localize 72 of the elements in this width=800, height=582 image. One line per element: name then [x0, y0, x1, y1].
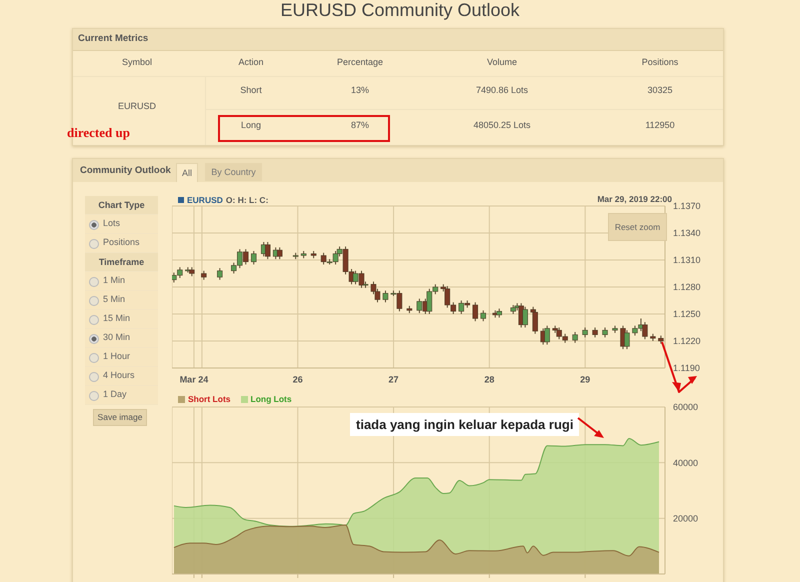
legend-label: Long Lots	[250, 394, 292, 404]
annotation: Reset zoom	[608, 213, 667, 241]
x-tick-label: 26	[292, 374, 303, 384]
text: By Country	[205, 163, 262, 181]
y-tick-label: 20000	[673, 514, 698, 524]
candlestick	[624, 330, 630, 350]
text: Symbol	[120, 57, 153, 67]
text: 13%	[350, 85, 370, 95]
text: Action	[237, 57, 264, 67]
candlestick	[480, 310, 486, 322]
candlestick	[544, 325, 550, 346]
x-tick-label: 28	[484, 374, 494, 384]
text: Community Outlook	[80, 165, 171, 176]
y-tick-label: 1.1220	[673, 336, 701, 346]
text: 30 Min	[103, 332, 130, 342]
text: EURUSD Community Outlook	[279, 0, 521, 21]
candlestick	[642, 322, 648, 340]
x-tick-label: 29	[580, 374, 590, 384]
text: 1 Day	[103, 389, 127, 399]
text: Chart Type	[85, 196, 158, 214]
candlestick	[264, 242, 270, 260]
text: EURUSD	[116, 101, 157, 111]
text: 15 Min	[103, 313, 130, 323]
candlestick	[582, 327, 588, 338]
x-tick-label: Mar 24	[180, 374, 208, 384]
text: 1 Hour	[103, 351, 130, 361]
text: Current Metrics	[78, 33, 148, 44]
text: O: H: L: C:	[226, 195, 268, 205]
y-tick-label: 60000	[673, 402, 698, 412]
text: Mar 29, 2019 22:00	[596, 194, 672, 204]
y-tick-label: 40000	[673, 458, 698, 468]
y-tick-label: 1.1370	[673, 201, 701, 212]
y-tick-label: 1.1190	[673, 363, 700, 374]
candlestick	[632, 325, 638, 336]
text: Volume	[486, 57, 518, 67]
candlestick	[522, 306, 528, 328]
text: 5 Min	[103, 294, 126, 304]
text: 30325	[646, 85, 674, 95]
text: directed up	[67, 125, 130, 141]
text: Timeframe	[85, 253, 158, 271]
legend-label: Short Lots	[188, 394, 230, 404]
candlestick	[532, 309, 538, 334]
text: Lots	[103, 218, 120, 228]
text: All	[176, 163, 198, 182]
candlestick	[217, 268, 223, 280]
text: Positions	[103, 237, 140, 247]
candlestick	[382, 290, 388, 303]
text: Short	[239, 85, 263, 95]
y-tick-label: 1.1250	[673, 309, 701, 320]
text: 1 Min	[103, 275, 126, 285]
chart-title: EURUSD	[187, 195, 223, 205]
y-tick-label: 1.1340	[673, 228, 701, 238]
text: 112950	[644, 120, 676, 130]
text: Positions	[640, 57, 680, 67]
candlestick	[416, 298, 422, 314]
candlestick	[276, 246, 282, 260]
y-tick-label: 1.1310	[673, 255, 701, 266]
text: 48050.25 Lots	[472, 120, 532, 130]
text: 7490.86 Lots	[474, 85, 530, 95]
candlestick	[572, 332, 578, 344]
candlestick	[472, 302, 478, 322]
x-tick-label: 27	[388, 374, 399, 384]
candlestick	[592, 327, 598, 338]
text: Percentage	[336, 57, 384, 67]
text: 4 Hours	[103, 370, 135, 380]
text: Save image	[93, 409, 147, 426]
candlestick	[250, 250, 256, 265]
y-tick-label: 1.1280	[673, 282, 701, 292]
candlestick	[602, 327, 608, 338]
text: Long	[240, 120, 262, 130]
annotation: tiada yang ingin keluar kepada rugi	[350, 413, 580, 436]
text: 87%	[350, 120, 370, 130]
